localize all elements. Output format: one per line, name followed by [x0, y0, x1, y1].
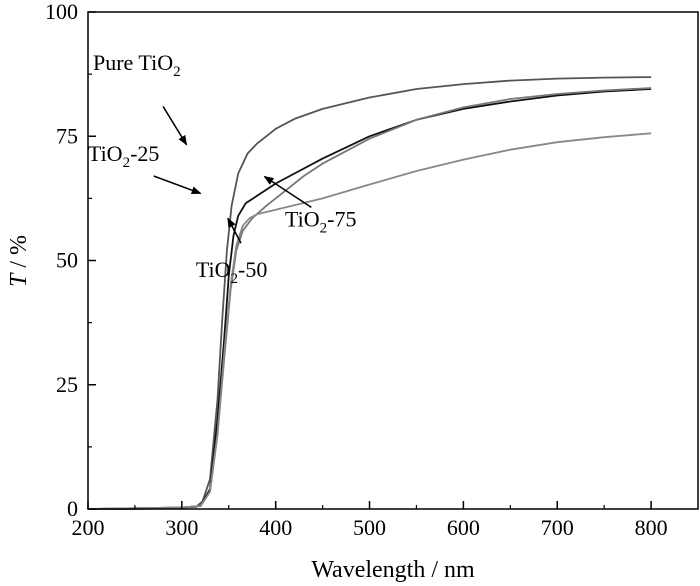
label-subscript: 2	[231, 271, 239, 287]
label-suffix: -25	[130, 141, 159, 166]
x-tick-label-700: 700	[541, 515, 574, 540]
plot-frame	[87, 11, 699, 510]
x-tick-label-400: 400	[259, 515, 292, 540]
y-tick-label-100: 100	[45, 0, 78, 24]
arrow-tio2-75	[263, 175, 312, 208]
x-tick-label-300: 300	[165, 515, 198, 540]
series-line-tio2-25	[87, 88, 652, 510]
series-line-tio2-50	[87, 132, 652, 510]
label-subscript: 2	[173, 64, 181, 80]
series-layer	[87, 76, 652, 510]
x-axis-title: Wavelength / nm	[311, 557, 475, 583]
y-axis-title-unit: / %	[6, 235, 32, 274]
label-pure-tio2: Pure TiO2	[93, 50, 181, 80]
x-tick-label-500: 500	[353, 515, 386, 540]
arrow-pure-tio2	[162, 106, 188, 146]
label-base: TiO	[88, 141, 123, 166]
label-tio2-50: TiO2-50	[196, 257, 267, 287]
arrow-tio2-50	[227, 217, 242, 244]
y-tick-label-50: 50	[56, 248, 78, 273]
y-tick-label-75: 75	[56, 123, 78, 148]
label-base: Pure TiO	[93, 50, 173, 75]
series-line-tio2-75	[87, 87, 652, 510]
x-tick-label-800: 800	[635, 515, 668, 540]
label-tio2-75: TiO2-75	[285, 207, 357, 237]
label-subscript: 2	[123, 155, 130, 171]
label-suffix: -75	[327, 207, 356, 232]
ticks-layer: 200 300 400 500 600 700 800 0 25 50 75 100	[45, 0, 668, 540]
label-suffix: -50	[238, 257, 267, 282]
y-axis-title-symbol: T	[6, 272, 32, 287]
y-tick-label-25: 25	[56, 372, 78, 397]
label-subscript: 2	[320, 221, 328, 237]
x-tick-label-200: 200	[72, 515, 105, 540]
y-axis-title: T / %	[6, 235, 32, 287]
label-base: TiO	[196, 257, 231, 282]
x-tick-label-600: 600	[447, 515, 480, 540]
label-base: TiO	[285, 207, 320, 232]
label-tio2-25: TiO2-25	[88, 141, 159, 171]
arrow-tio2-25	[153, 175, 202, 195]
y-tick-label-0: 0	[67, 496, 78, 521]
